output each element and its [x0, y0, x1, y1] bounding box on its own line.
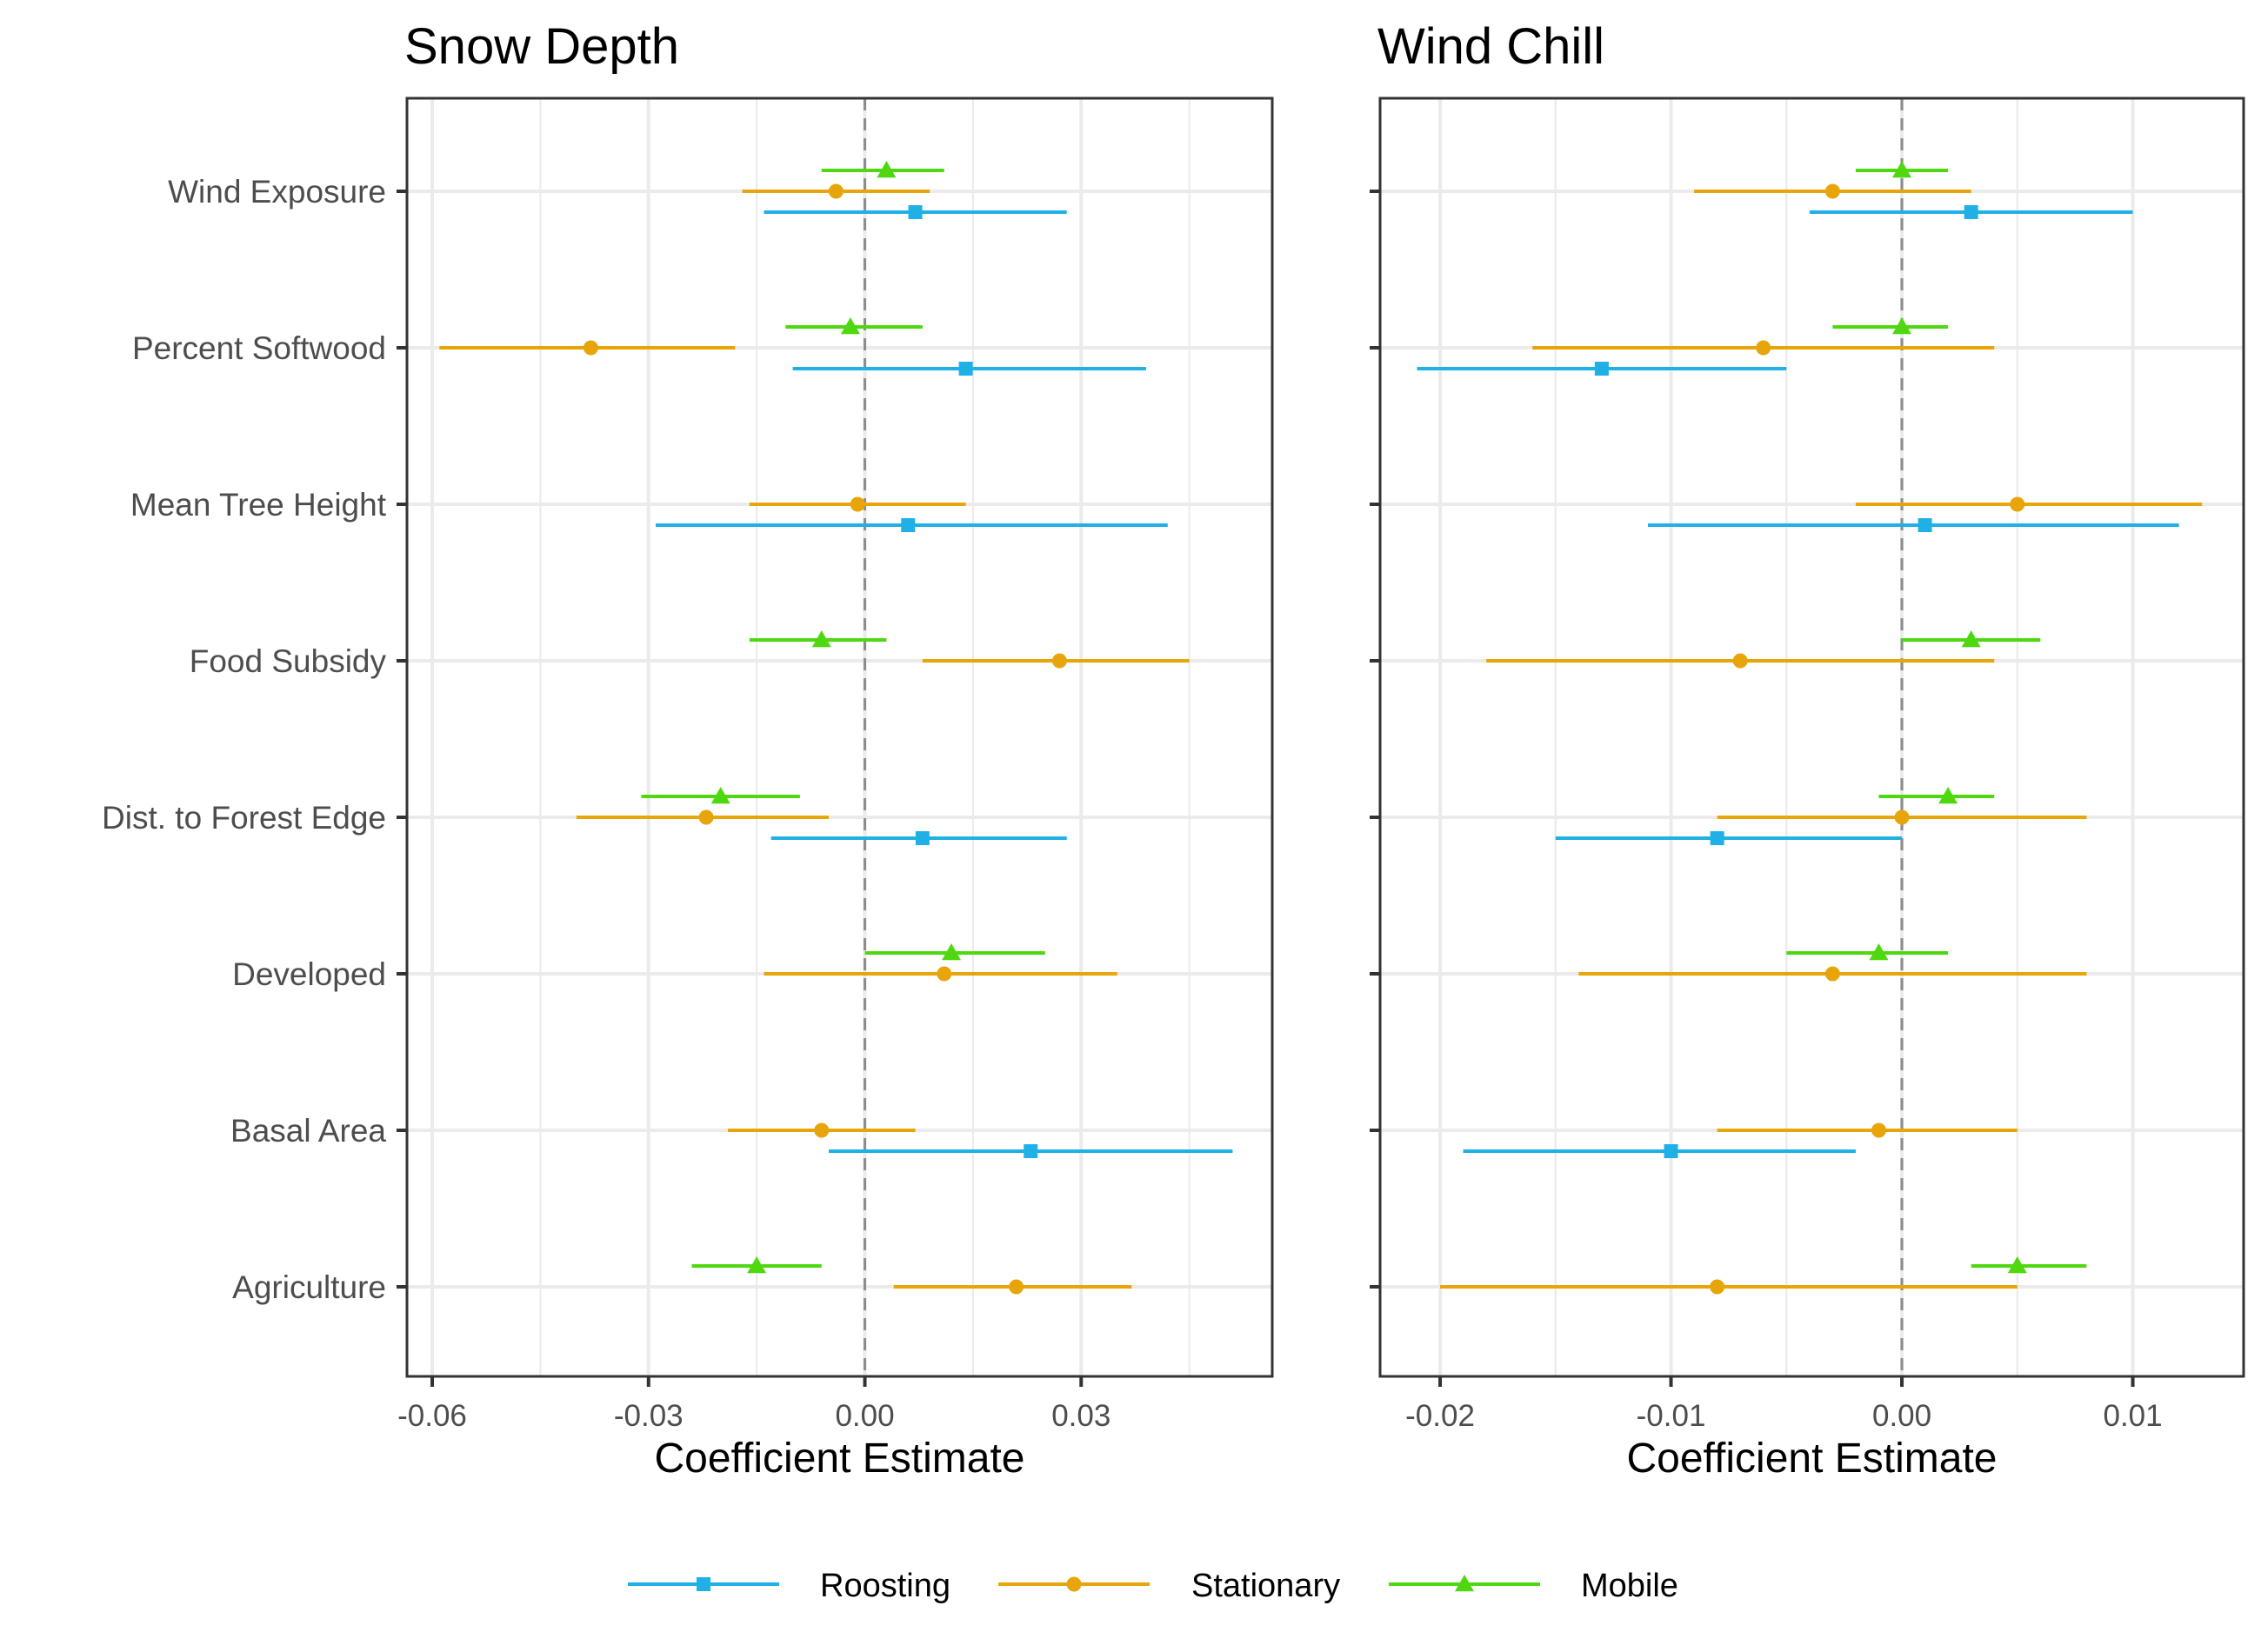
legend: Roosting Stationary Mobile — [628, 1568, 1678, 1604]
point-roosting-dist-to-forest-edge — [915, 831, 930, 845]
point-stationary-food-subsidy — [1051, 653, 1067, 669]
x-tick-label: 0.00 — [1872, 1399, 1931, 1433]
x-tick-label: 0.01 — [2103, 1399, 2162, 1433]
x-axis-title: Coefficient Estimate — [1627, 1436, 1998, 1482]
point-mobile-percent-softwood — [1892, 317, 1912, 335]
point-stationary-food-subsidy — [1732, 653, 1748, 669]
point-stationary-mean-tree-height — [2010, 496, 2025, 512]
panel-title: Wind Chill — [1377, 18, 1604, 75]
legend-item-stationary: Stationary — [998, 1568, 1340, 1604]
legend-item-roosting: Roosting — [628, 1568, 950, 1604]
x-tick-label: -0.02 — [1405, 1399, 1475, 1433]
x-axis-title: Coefficient Estimate — [655, 1436, 1025, 1482]
panel-wind-chill: -0.02 -0.01 0.00 0.01 Wind Chill Coefficient … — [1370, 18, 2245, 1482]
point-roosting-wind-exposure — [1964, 205, 1978, 219]
point-roosting-wind-exposure — [908, 205, 923, 219]
legend-label: Roosting — [820, 1568, 950, 1604]
x-tick-label: -0.03 — [614, 1399, 684, 1433]
point-roosting-mean-tree-height — [1918, 518, 1932, 532]
y-label-mean-tree-height: Mean Tree Height — [130, 487, 387, 523]
x-tick-label: -0.06 — [397, 1399, 467, 1433]
point-mobile-wind-exposure — [877, 161, 897, 178]
point-mobile-percent-softwood — [840, 317, 860, 335]
point-mobile-agriculture — [747, 1256, 767, 1274]
point-roosting-basal-area — [1664, 1144, 1678, 1158]
point-stationary-wind-exposure — [1824, 183, 1840, 199]
legend-label: Stationary — [1191, 1568, 1340, 1604]
x-tick-label: 0.00 — [835, 1399, 894, 1433]
point-stationary-basal-area — [814, 1122, 830, 1138]
point-stationary-developed — [1824, 966, 1840, 982]
legend-label: Mobile — [1581, 1568, 1678, 1604]
y-label-developed: Developed — [232, 956, 386, 992]
y-label-agriculture: Agriculture — [232, 1269, 386, 1305]
point-roosting-basal-area — [1024, 1144, 1038, 1158]
y-label-food-subsidy: Food Subsidy — [190, 643, 387, 679]
point-roosting-percent-softwood — [958, 362, 973, 376]
point-stationary-wind-exposure — [828, 183, 844, 199]
panel-border — [405, 97, 1274, 1378]
point-stationary-dist-to-forest-edge — [1894, 809, 1910, 825]
x-tick-label: -0.01 — [1637, 1399, 1706, 1433]
point-stationary-percent-softwood — [1756, 340, 1771, 356]
point-roosting-mean-tree-height — [901, 518, 916, 532]
point-roosting-percent-softwood — [1594, 362, 1609, 376]
legend-marker-mobile — [1455, 1575, 1474, 1592]
panel-snow-depth: Wind Exposure Percent Softwood Mean Tree H… — [102, 18, 1274, 1482]
x-tick-label: 0.03 — [1051, 1399, 1110, 1433]
y-label-percent-softwood: Percent Softwood — [132, 330, 386, 366]
point-mobile-food-subsidy — [1961, 630, 1981, 648]
y-label-basal-area: Basal Area — [230, 1113, 386, 1149]
panel-title: Snow Depth — [404, 18, 679, 75]
legend-marker-roosting — [697, 1577, 710, 1591]
point-stationary-agriculture — [1009, 1279, 1024, 1295]
point-mobile-developed — [942, 943, 962, 961]
point-stationary-agriculture — [1710, 1279, 1725, 1295]
point-stationary-dist-to-forest-edge — [698, 809, 714, 825]
legend-marker-stationary — [1066, 1576, 1082, 1592]
point-roosting-dist-to-forest-edge — [1710, 831, 1724, 845]
point-mobile-agriculture — [2007, 1256, 2027, 1274]
point-mobile-wind-exposure — [1892, 161, 1912, 178]
point-mobile-dist-to-forest-edge — [710, 787, 730, 804]
point-mobile-developed — [1869, 943, 1889, 961]
point-mobile-dist-to-forest-edge — [1938, 787, 1958, 804]
legend-item-mobile: Mobile — [1389, 1568, 1678, 1604]
y-label-dist-to-forest-edge: Dist. to Forest Edge — [102, 800, 386, 836]
y-label-wind-exposure: Wind Exposure — [168, 174, 386, 210]
point-stationary-percent-softwood — [583, 340, 598, 356]
point-stationary-developed — [937, 966, 952, 982]
point-stationary-basal-area — [1871, 1122, 1886, 1138]
point-stationary-mean-tree-height — [850, 496, 865, 512]
panel-border — [1378, 97, 2245, 1378]
point-mobile-food-subsidy — [811, 630, 831, 648]
